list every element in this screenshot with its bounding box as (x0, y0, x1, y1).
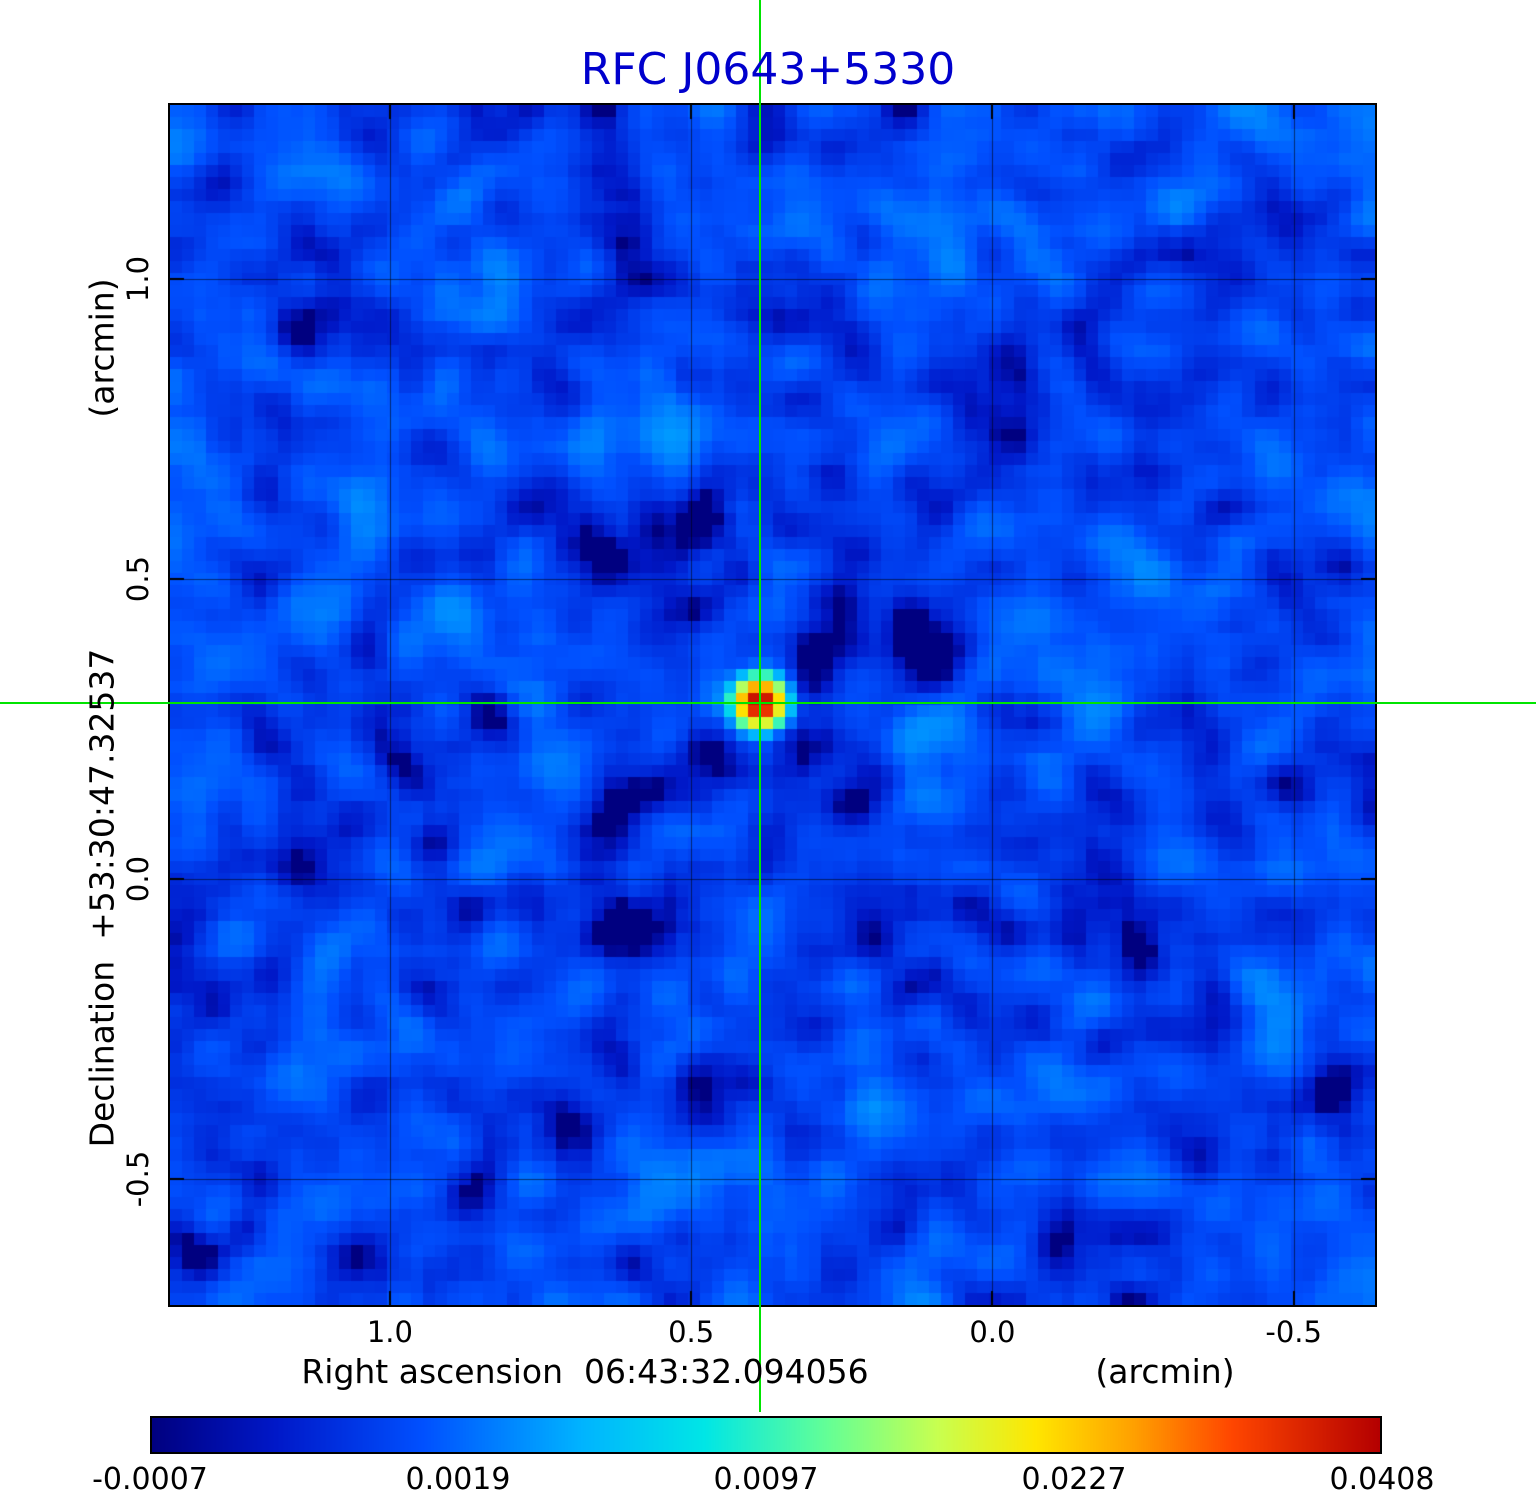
x-tick-label: 0.5 (668, 1315, 715, 1349)
sky-map (168, 103, 1377, 1307)
colorbar-tick-label: 0.0227 (1021, 1462, 1127, 1497)
sky-map-canvas (170, 105, 1375, 1305)
y-tick-label: 0.5 (121, 555, 155, 603)
colorbar-tick-label: 0.0408 (1329, 1462, 1435, 1497)
colorbar (150, 1416, 1382, 1454)
colorbar-tick-label: 0.0097 (713, 1462, 819, 1497)
x-axis-unit-label: (arcmin) (1095, 1352, 1235, 1391)
y-axis-unit-label: (arcmin) (82, 278, 122, 418)
x-tick-label: 0.0 (969, 1315, 1016, 1349)
crosshair-vertical-line (758, 0, 761, 1412)
colorbar-tick-label: -0.0007 (92, 1462, 208, 1497)
y-tick-label: 0.0 (121, 855, 155, 903)
crosshair-horizontal-line (0, 702, 1536, 705)
figure-title: RFC J0643+5330 (580, 44, 956, 95)
x-tick-label: -0.5 (1265, 1315, 1322, 1349)
y-axis-label: Declination +53:30:47.32537 (82, 648, 122, 1148)
y-tick-label: 1.0 (121, 255, 155, 303)
x-axis-label: Right ascension 06:43:32.094056 (301, 1352, 869, 1391)
x-tick-label: 1.0 (366, 1315, 413, 1349)
colorbar-canvas (152, 1418, 1380, 1452)
colorbar-tick-label: 0.0019 (405, 1462, 511, 1497)
y-tick-label: -0.5 (121, 1150, 155, 1208)
